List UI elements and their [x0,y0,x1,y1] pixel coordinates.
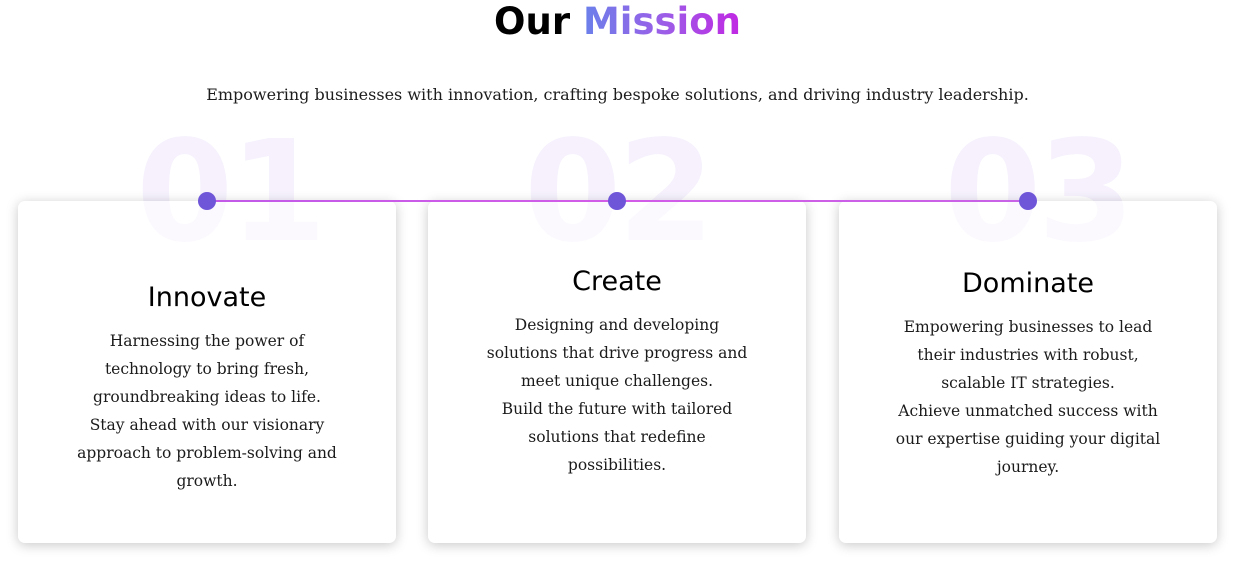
card-description: Empowering businesses to lead their indu… [878,313,1178,481]
card-description-line: Achieve unmatched success with [898,402,1158,420]
timeline-dot-1 [198,192,216,210]
card-description-line: approach to problem-solving and [77,444,337,462]
card-heading: Create [572,266,662,297]
card-description-line: scalable IT strategies. [941,374,1115,392]
card-description-line: Stay ahead with our visionary [89,416,325,434]
title-accent: Mission [582,0,741,43]
card-description-line: Designing and developing [514,316,720,334]
card-heading: Dominate [962,268,1094,299]
title-plain: Our [494,0,571,43]
section-title: Our Mission [0,0,1235,44]
timeline-dot-3 [1019,192,1037,210]
step-card-innovate: Innovate Harnessing the power of technol… [18,201,396,543]
card-description-line: growth. [176,472,238,490]
card-description-line: their industries with robust, [917,346,1139,364]
card-description-line: solutions that redefine [528,428,706,446]
step-card-dominate: Dominate Empowering businesses to lead t… [839,201,1217,543]
card-description: Designing and developing solutions that … [467,311,767,479]
card-description: Harnessing the power of technology to br… [62,327,352,495]
card-description-line: meet unique challenges. [520,372,714,390]
step-card-create: Create Designing and developing solution… [428,201,806,543]
card-description-line: technology to bring fresh, [104,360,310,378]
card-description-line: Build the future with tailored [501,400,733,418]
card-description-line: solutions that drive progress and [486,344,748,362]
card-description-line: Empowering businesses to lead [903,318,1153,336]
card-description-line: possibilities. [567,456,667,474]
section-subtitle: Empowering businesses with innovation, c… [206,85,1029,104]
card-description-line: journey. [996,458,1060,476]
card-description-line: our expertise guiding your digital [895,430,1161,448]
card-heading: Innovate [147,282,267,313]
card-description-line: groundbreaking ideas to life. [93,388,321,406]
timeline-dot-2 [608,192,626,210]
card-description-line: Harnessing the power of [109,332,305,350]
